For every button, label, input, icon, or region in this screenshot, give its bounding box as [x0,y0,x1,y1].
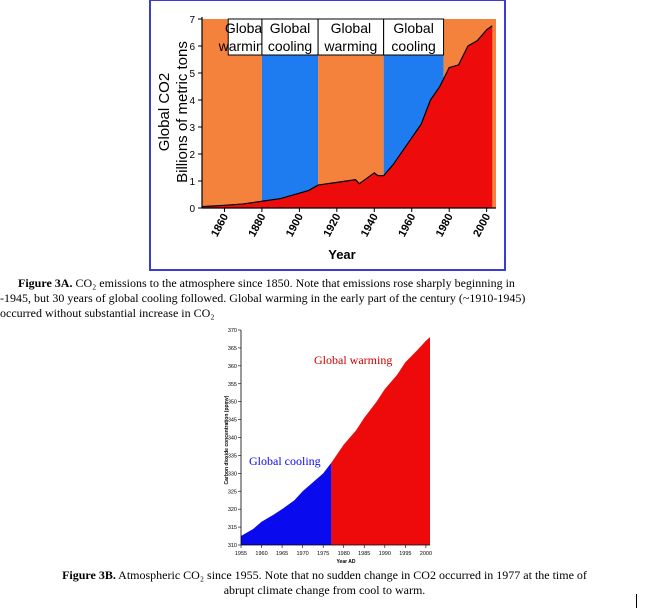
figure-3a-y-tick-label: 5 [189,69,195,80]
figure-3b-caption-line-2: abrupt climate change from cool to warm. [223,583,426,597]
figure-3a-caption-label: Figure 3A. [18,276,73,290]
figure-3a-period-label: Global [393,20,433,36]
figure-3b-warming-annotation: Global warming [314,353,392,367]
figure-3b-y-tick-label: 350 [228,400,237,406]
figure-3b-cooling-annotation: Global cooling [249,454,321,468]
figure-3a-period-label: Global [225,20,265,36]
figure-3a-y-tick-label: 4 [189,96,195,107]
figure-3a-y-tick-label: 2 [189,150,195,161]
figure-3a-caption-line-2: -1945, but 30 years of global cooling fo… [0,291,526,305]
figure-3b-y-tick-label: 365 [228,346,237,352]
figure-3a-period-label-box [317,18,385,56]
figure-3a-y-axis-label: Global CO2 [156,73,173,151]
figure-3b-caption: Figure 3B. Atmospheric CO₂ since 1955. N… [0,568,649,598]
figure-3a-y-tick-label: 7 [189,15,195,26]
figure-3a-y-tick-label: 0 [189,204,195,215]
figure-3b-y-tick-label: 330 [228,471,237,477]
figure-3b-x-tick-label: 1975 [317,551,329,557]
figure-3a-period-label-box [227,18,263,56]
figure-3b-y-tick-label: 340 [228,436,237,442]
figure-3a-y-tick-label: 1 [189,177,195,188]
figure-3a-period-label: warming [323,38,377,54]
figure-3b-caption-label: Figure 3B. [62,568,116,582]
figure-3b-x-tick-label: 1955 [235,551,247,557]
figure-3b-y-tick-label: 370 [228,328,237,334]
figure-3a-period-label-box [383,18,445,56]
figure-3b-y-tick-label: 325 [228,489,237,495]
figure-3a-caption: Figure 3A. CO₂ emissions to the atmosphe… [0,276,640,321]
figure-3b-x-tick-label: 1990 [379,551,391,557]
figure-3a-emissions-area [202,25,493,208]
figure-3b-warming-area [331,337,430,545]
figure-3b-y-tick-label: 345 [228,418,237,424]
figure-3a-period-label: cooling [391,38,435,54]
figure-3a-y-axis-label-2: Billions of metric tons [174,41,191,183]
figure-3b-x-tick-label: 1965 [276,551,288,557]
figure-3b-cooling-area [241,462,332,545]
figure-3b-y-tick-label: 335 [228,453,237,459]
figure-3b-x-axis-label: Year AD [337,559,356,565]
figure-3a-period-label: warming [218,38,272,54]
figure-3b-y-axis-label: Carbon dioxide concentration (ppmv) [224,395,230,484]
figure-3a-y-tick-label: 6 [189,42,195,53]
figure-3a-y-tick-label: 3 [189,123,195,134]
figure-3a-period-label: cooling [268,38,312,54]
figure-3b-x-tick-label: 1985 [358,551,370,557]
figure-3b-y-tick-label: 320 [228,507,237,513]
figure-3b-y-tick-label: 355 [228,382,237,388]
figure-3a-caption-line-3: occurred without substantial increase in… [0,306,215,320]
figure-3b-x-tick-label: 1960 [255,551,267,557]
figure-3b-x-tick-label: 2000 [420,551,432,557]
figure-3a-x-axis-label: Year [328,247,355,262]
figure-3b-y-tick-label: 360 [228,364,237,370]
figure-3a-period-label: Global [331,20,371,36]
figure-3a-caption-line-1: CO₂ emissions to the atmosphere since 18… [72,276,515,290]
figure-3b-y-tick-label: 315 [228,525,237,531]
figure-3a-period-label: Global [270,20,310,36]
figure-3b-y-tick-label: 310 [228,543,237,549]
figure-3b-x-tick-label: 1970 [297,551,309,557]
figure-3a-emissions-line [201,25,493,208]
figure-3b-x-tick-label: 1980 [338,551,350,557]
text-cursor [636,594,637,608]
figure-3b-x-tick-label: 1995 [399,551,411,557]
figure-3b-caption-line-1: Atmospheric CO₂ since 1955. Note that no… [115,568,587,582]
